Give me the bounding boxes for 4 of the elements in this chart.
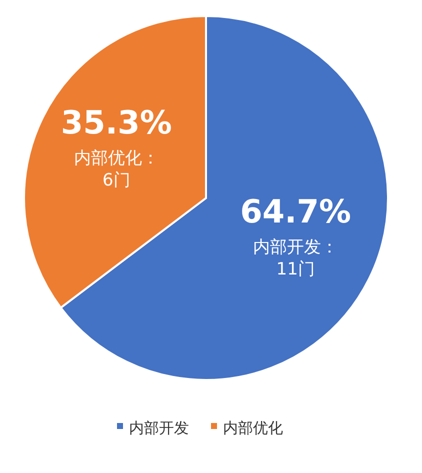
- legend-label: 内部优化: [223, 419, 283, 437]
- data-label: 35.3% 内部优化： 6门: [60, 103, 172, 190]
- legend-label: 内部开发: [129, 419, 189, 437]
- data-label: 64.7% 内部开发： 11门: [240, 192, 352, 280]
